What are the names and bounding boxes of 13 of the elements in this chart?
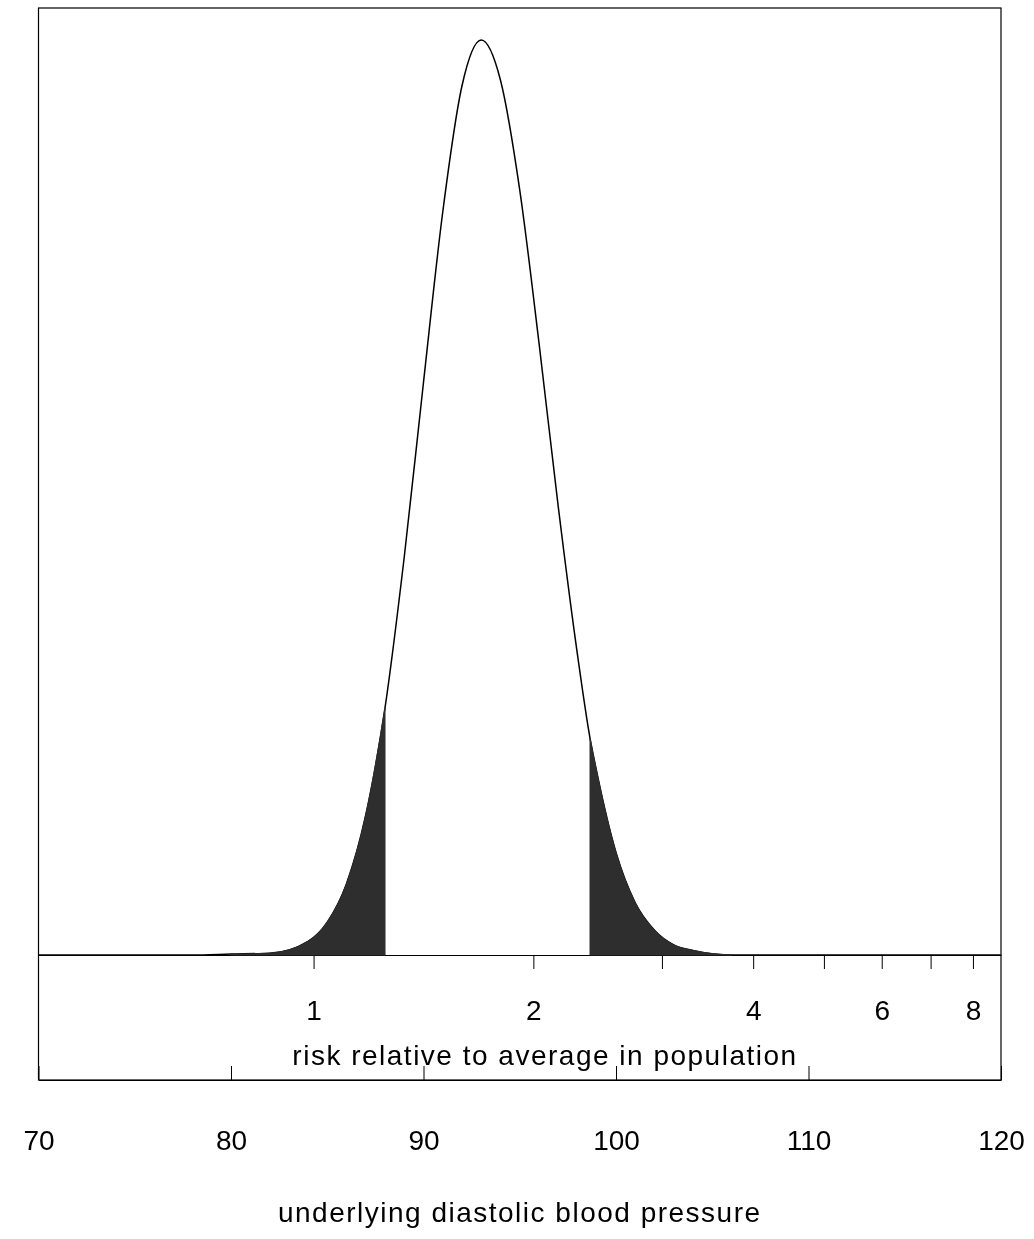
x-tick-label: 80 (215, 1125, 248, 1156)
x-axis-title: underlying diastolic blood pressure (277, 1197, 762, 1228)
x-tick-label: 100 (593, 1125, 640, 1156)
x2-tick-label: 6 (874, 994, 891, 1026)
x2-tick-label: 4 (745, 994, 762, 1026)
x-tick-label: 110 (786, 1125, 832, 1156)
x-tick-label: 90 (408, 1125, 440, 1156)
x2-tick-label: 1 (306, 994, 322, 1026)
x2-tick-label: 2 (526, 994, 542, 1026)
x2-tick-label: 8 (965, 994, 982, 1026)
x2-axis-title: risk relative to average in population (292, 1040, 798, 1071)
x-tick-label: 70 (23, 1125, 55, 1156)
x-tick-label: 120 (978, 1125, 1025, 1156)
